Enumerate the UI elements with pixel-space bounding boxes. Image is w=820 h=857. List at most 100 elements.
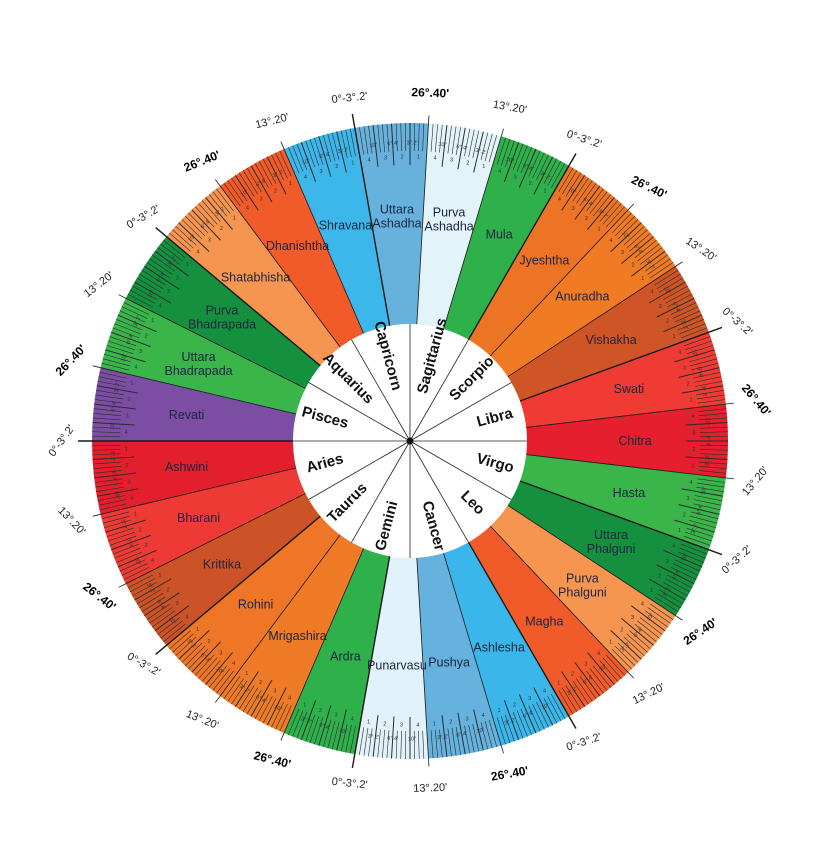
tick (694, 380, 723, 387)
tick (656, 592, 681, 609)
tick (96, 390, 124, 396)
tick (472, 130, 480, 158)
tick (92, 461, 121, 465)
tick (181, 642, 203, 663)
tick (579, 675, 597, 699)
tick (683, 336, 711, 347)
tick (386, 730, 390, 759)
degree-label: 26°.40' (182, 147, 222, 174)
pada-number: 1 (125, 446, 128, 452)
degree-label: 13°.20' (184, 708, 220, 732)
tick-label: 10° (541, 702, 551, 711)
tick (528, 150, 541, 177)
pada-number: 2 (666, 319, 669, 325)
pada-number: 3 (621, 250, 624, 256)
tick (455, 727, 461, 755)
sector-chitra (449, 404, 728, 478)
pada-number: 1 (433, 721, 436, 727)
tick (696, 486, 724, 492)
tick (381, 124, 386, 153)
pada-number: 4 (416, 722, 419, 728)
tick (181, 219, 203, 240)
tick (586, 670, 604, 694)
tick (106, 345, 134, 355)
tick-label: 3°.2' (704, 455, 711, 466)
degree-label: 0°-3°.2' (565, 731, 603, 754)
pada-number: 2 (167, 587, 170, 593)
tick (685, 456, 728, 460)
degree-label: 13°.20' (631, 681, 667, 707)
pada-number: 3 (273, 688, 276, 694)
tick (677, 551, 704, 563)
tick (561, 687, 578, 712)
pada-number: 1 (245, 671, 248, 677)
tick (683, 535, 711, 546)
tick-label: 6°.4' (671, 301, 681, 313)
tick (92, 417, 121, 421)
tick-label: 6°.4' (582, 675, 594, 686)
spoke (280, 141, 365, 334)
center-dot (406, 437, 414, 445)
tick (473, 709, 484, 751)
tick (309, 139, 320, 166)
tick (111, 534, 151, 551)
spoke (92, 467, 297, 517)
spoke (519, 326, 723, 402)
pada-number: 3 (631, 615, 634, 621)
sign-divider (409, 339, 469, 442)
tick (266, 156, 287, 195)
tick (92, 449, 121, 451)
tick (93, 412, 122, 417)
tick (288, 147, 300, 174)
pada-number: 3 (666, 559, 669, 565)
pada-number: 2 (449, 720, 452, 726)
tick (500, 139, 511, 166)
tick (105, 519, 146, 533)
tick (698, 408, 727, 412)
tick-label: 3°.2' (644, 259, 655, 271)
tick (93, 408, 122, 412)
tick-label: 3°.2' (504, 718, 516, 727)
nakshatra-label-hasta: Hasta (613, 486, 646, 500)
tick-label: 10° (132, 556, 141, 566)
tick (674, 349, 715, 363)
tick (208, 665, 228, 688)
tick (480, 132, 489, 160)
spoke (416, 557, 430, 767)
tick (637, 620, 660, 639)
tick (418, 123, 420, 152)
pada-number: 1 (158, 573, 161, 579)
tick (198, 657, 218, 679)
tick (212, 191, 231, 214)
tick (191, 641, 221, 673)
tick-label: 3°.2' (238, 684, 250, 695)
nakshatra-label-purva-phalguni: Purva Phalguni (558, 572, 607, 600)
tick (258, 160, 273, 186)
tick (693, 376, 722, 383)
tick (109, 336, 137, 347)
tick (533, 156, 554, 195)
tick (639, 617, 663, 635)
pada-number: 2 (620, 628, 623, 634)
tick (654, 596, 679, 613)
tick-label: 10° (338, 728, 347, 736)
tick (611, 212, 632, 234)
pada-number: 4 (610, 238, 613, 244)
tick (188, 648, 209, 670)
tick-label: 6°.4' (522, 710, 534, 720)
tick (533, 687, 554, 726)
tick (670, 567, 697, 580)
nakshatra-label-anuradha: Anuradha (555, 289, 609, 303)
tick (468, 724, 475, 753)
tick (136, 589, 162, 605)
pada-number: 1 (134, 512, 137, 518)
tick (175, 636, 197, 657)
tick (258, 696, 273, 722)
tick (194, 206, 215, 228)
pada-number: 1 (650, 588, 653, 594)
tick-label: 10° (110, 421, 116, 430)
nakshatra-label-ashlesha: Ashlesha (473, 641, 524, 655)
tick (227, 180, 244, 204)
tick (250, 165, 273, 203)
pada-number: 2 (126, 463, 129, 469)
